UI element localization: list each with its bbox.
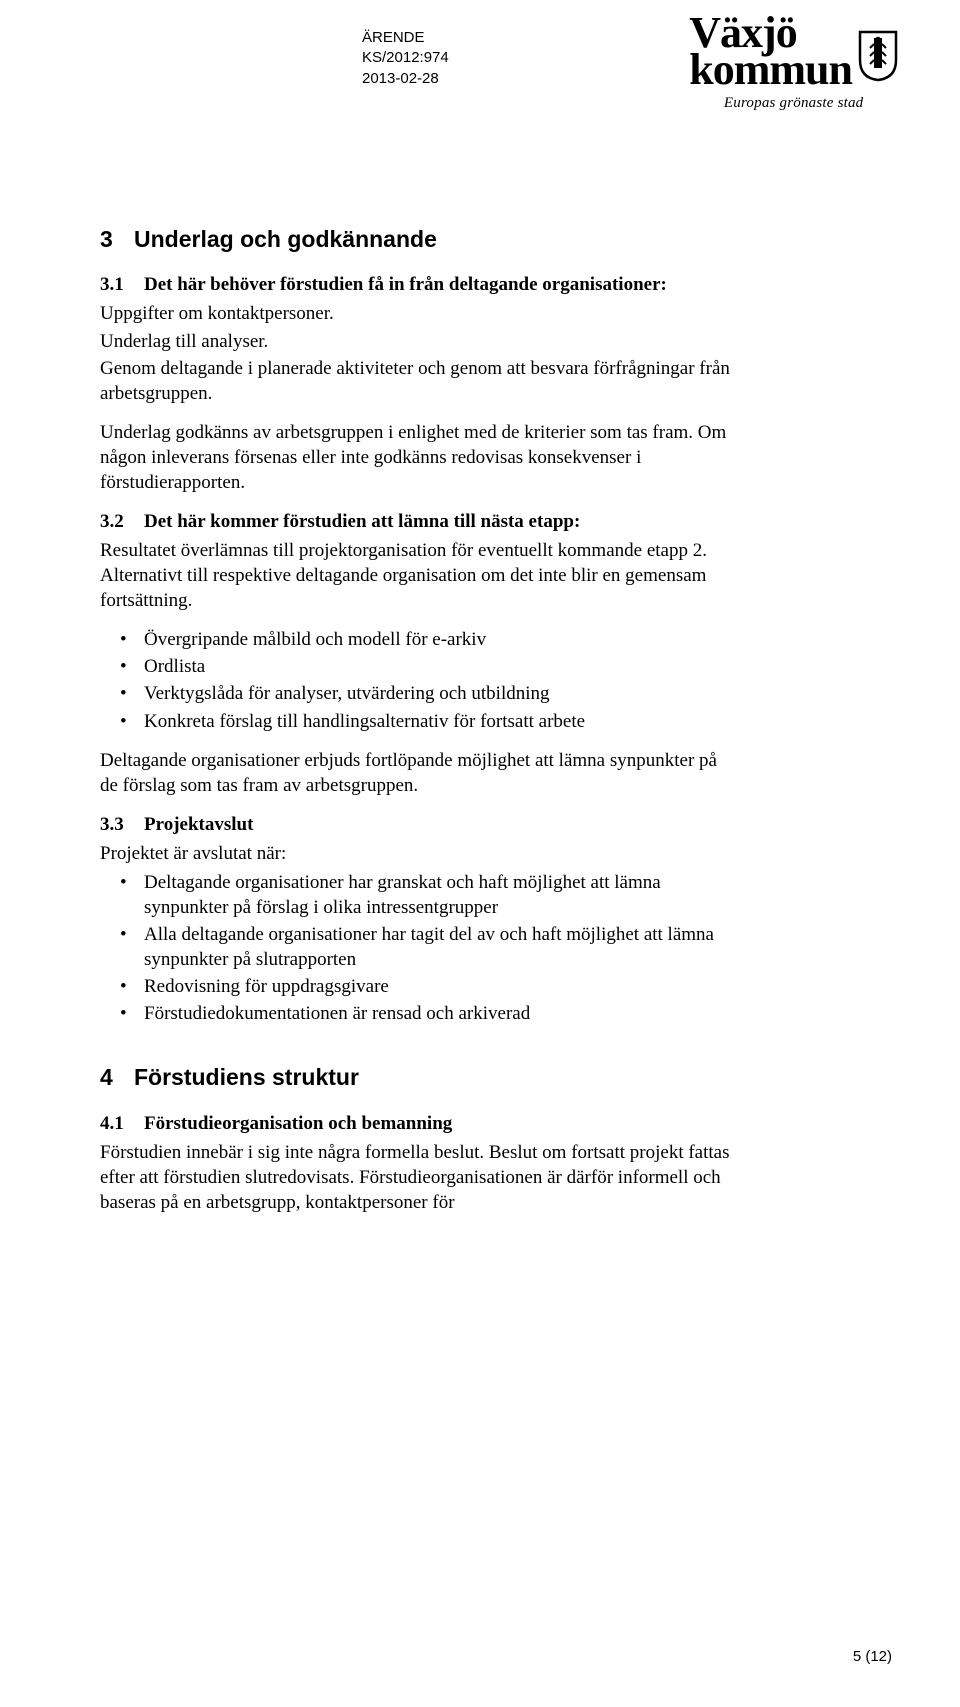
list-item: Alla deltagande organisationer har tagit… <box>100 922 730 972</box>
subsection-3-3-title: Projektavslut <box>144 814 253 835</box>
bullet-list-3-2: Övergripande målbild och modell för e-ar… <box>100 627 730 733</box>
list-item: Konkreta förslag till handlingsalternati… <box>100 709 730 734</box>
body-text: Resultatet överlämnas till projektorgani… <box>100 538 730 613</box>
section-3-title: Underlag och godkännande <box>134 226 437 252</box>
subsection-3-3-heading: 3.3Projektavslut <box>100 812 730 837</box>
list-item: Övergripande målbild och modell för e-ar… <box>100 627 730 652</box>
logo: Växjö kommun Europas grönaste stad <box>689 14 898 112</box>
section-3-heading: 3Underlag och godkännande <box>100 224 730 254</box>
subsection-4-1-num: 4.1 <box>100 1111 144 1136</box>
section-3-num: 3 <box>100 224 134 254</box>
subsection-3-2-num: 3.2 <box>100 509 144 534</box>
subsection-3-2-title: Det här kommer förstudien att lämna till… <box>144 511 580 532</box>
list-item: Redovisning för uppdragsgivare <box>100 974 730 999</box>
section-4-title: Förstudiens struktur <box>134 1064 359 1090</box>
body-text: Underlag godkänns av arbetsgruppen i enl… <box>100 420 730 495</box>
subsection-4-1-heading: 4.1Förstudieorganisation och bemanning <box>100 1111 730 1136</box>
subsection-3-1-num: 3.1 <box>100 272 144 297</box>
logo-line2: kommun <box>689 51 852 88</box>
list-item: Verktygslåda för analyser, utvärdering o… <box>100 681 730 706</box>
section-4-num: 4 <box>100 1062 134 1092</box>
page-number: 5 (12) <box>853 1648 892 1665</box>
case-label: ÄRENDE <box>362 28 449 48</box>
list-item: Deltagande organisationer har granskat o… <box>100 870 730 920</box>
subsection-3-2-heading: 3.2Det här kommer förstudien att lämna t… <box>100 509 730 534</box>
logo-tagline: Europas grönaste stad <box>689 95 898 112</box>
body-text: Förstudien innebär i sig inte några form… <box>100 1140 730 1215</box>
list-item: Ordlista <box>100 654 730 679</box>
section-4-heading: 4Förstudiens struktur <box>100 1062 730 1092</box>
logo-top: Växjö kommun <box>689 14 898 89</box>
page-header: ÄRENDE KS/2012:974 2013-02-28 Växjö komm… <box>0 0 960 160</box>
body-text: Deltagande organisationer erbjuds fortlö… <box>100 748 730 798</box>
bullet-list-3-3: Deltagande organisationer har granskat o… <box>100 870 730 1026</box>
body-text: Uppgifter om kontaktpersoner. <box>100 301 730 326</box>
shield-icon <box>858 30 898 87</box>
case-date: 2013-02-28 <box>362 69 449 89</box>
list-item: Förstudiedokumentationen är rensad och a… <box>100 1001 730 1026</box>
subsection-3-3-num: 3.3 <box>100 812 144 837</box>
body-text: Projektet är avslutat när: <box>100 841 730 866</box>
subsection-3-1-heading: 3.1Det här behöver förstudien få in från… <box>100 272 730 297</box>
subsection-4-1-title: Förstudieorganisation och bemanning <box>144 1113 452 1134</box>
body-text: Genom deltagande i planerade aktiviteter… <box>100 356 730 406</box>
case-number: KS/2012:974 <box>362 48 449 68</box>
header-meta: ÄRENDE KS/2012:974 2013-02-28 <box>362 28 449 89</box>
logo-name: Växjö kommun <box>689 14 852 89</box>
subsection-3-1-title: Det här behöver förstudien få in från de… <box>144 274 667 295</box>
page-content: 3Underlag och godkännande 3.1Det här beh… <box>100 160 730 1215</box>
body-text: Underlag till analyser. <box>100 329 730 354</box>
